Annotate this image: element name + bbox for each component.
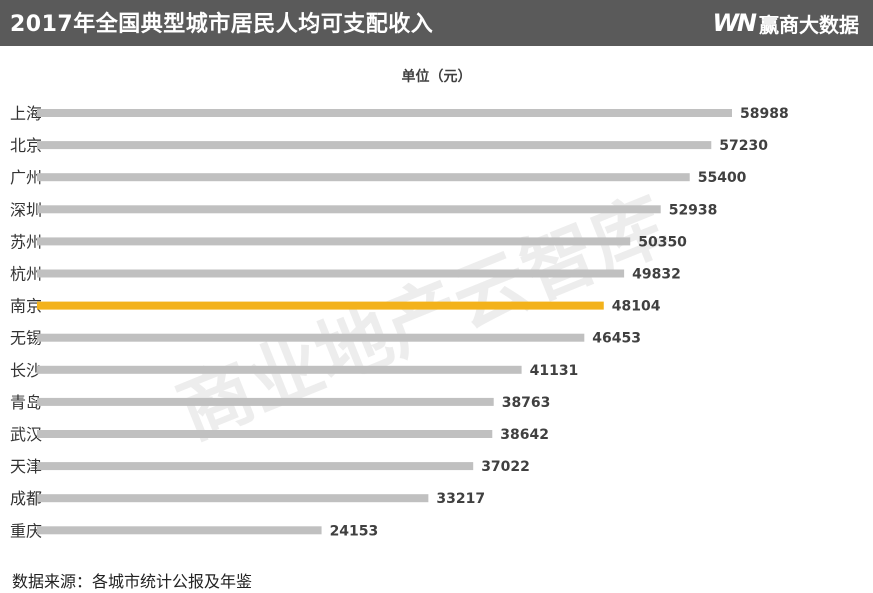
chart-title: 2017年全国典型城市居民人均可支配收入 (10, 12, 434, 37)
category-label: 北京 (10, 136, 42, 155)
value-label: 50350 (638, 234, 687, 250)
brand-logo-mark: WN (712, 9, 757, 37)
category-label: 无锡 (10, 329, 42, 348)
bar (37, 526, 322, 535)
category-label: 成都 (10, 489, 42, 508)
value-label: 49832 (632, 267, 681, 283)
value-label: 48104 (612, 299, 661, 315)
bar (37, 397, 494, 406)
category-label: 南京 (10, 297, 42, 316)
value-label: 46453 (592, 331, 641, 347)
brand-logo: WN 赢商大数据 (712, 8, 859, 38)
bar (37, 109, 732, 117)
value-label: 38642 (500, 427, 549, 443)
bar (37, 333, 585, 342)
bar-highlighted (37, 301, 604, 310)
category-label: 天津 (10, 457, 42, 476)
value-label: 24153 (330, 523, 379, 539)
value-label: 58988 (740, 106, 789, 122)
data-source-note: 数据来源：各城市统计公报及年鉴 (12, 572, 253, 591)
bar (37, 462, 474, 471)
value-label: 41131 (530, 363, 579, 379)
value-label: 52938 (669, 202, 718, 218)
bar (37, 237, 631, 246)
value-label: 37022 (481, 459, 530, 475)
title-bar: 2017年全国典型城市居民人均可支配收入 WN 赢商大数据 (0, 0, 873, 46)
bar (37, 365, 522, 374)
value-label: 55400 (698, 170, 747, 186)
bar (37, 173, 690, 182)
bar (37, 141, 712, 150)
value-label: 57230 (719, 138, 768, 154)
bar (37, 494, 429, 503)
category-label: 武汉 (10, 425, 42, 444)
category-label: 重庆 (10, 521, 42, 540)
unit-label: 单位（元） (401, 69, 472, 85)
category-label: 青岛 (10, 393, 42, 412)
brand-name: 赢商大数据 (759, 12, 859, 37)
category-label: 长沙 (10, 361, 42, 380)
value-label: 38763 (502, 395, 551, 411)
category-label: 广州 (10, 168, 42, 187)
category-label: 深圳 (10, 200, 42, 219)
bar (37, 269, 625, 278)
bar (37, 205, 661, 214)
category-label: 杭州 (10, 265, 42, 284)
category-label: 上海 (10, 104, 42, 123)
bar (37, 430, 493, 438)
value-label: 33217 (436, 491, 485, 507)
category-label: 苏州 (10, 232, 42, 251)
